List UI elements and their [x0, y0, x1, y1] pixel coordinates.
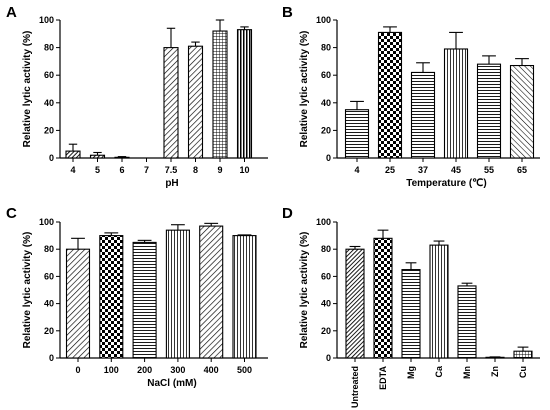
panel-d-x-tick-label: EDTA [378, 366, 388, 390]
panel-letter-b: B [282, 4, 293, 21]
panel-d-y-tick-label: 60 [321, 271, 331, 281]
panel-b-x-tick-label: 55 [484, 165, 494, 175]
panel-b-bar [410, 71, 436, 159]
panel-d-bar [373, 237, 393, 359]
panel-b-bar [509, 64, 535, 159]
panel-c-bar [232, 235, 257, 359]
panel-d-x-tick-label: Mg [406, 366, 416, 379]
panel-c-y-tick-label: 0 [49, 353, 54, 363]
panel-d-y-tick-label: 20 [321, 326, 331, 336]
panel-c-y-tick-label: 100 [39, 217, 54, 227]
panel-b-x-tick-label: 37 [418, 165, 428, 175]
panel-d-y-tick-label: 0 [326, 353, 331, 363]
panel-a-x-tick-label: 10 [239, 165, 249, 175]
panel-c-y-tick-label: 60 [44, 271, 54, 281]
panel-d-bar [457, 285, 477, 359]
panel-d-bar [429, 244, 449, 359]
panel-a-x-axis-label: pH [165, 178, 178, 189]
panel-d-x-tick-label: Mn [462, 366, 472, 379]
panel-b-y-tick-label: 80 [321, 43, 331, 53]
panel-a-y-tick-label: 0 [49, 153, 54, 163]
panel-c-nacl-chart: 0 20 40 60 80 100 Relative lytic activity (%) 0… [22, 217, 268, 389]
panel-a-x-tick-label: 9 [217, 165, 222, 175]
panel-d-bar [513, 350, 533, 359]
panel-b-y-tick-label: 0 [326, 153, 331, 163]
panel-a-y-tick-label: 40 [44, 98, 54, 108]
panel-c-bar [165, 229, 190, 359]
panel-c-x-tick-label: 500 [237, 365, 252, 375]
panel-c-y-axis-label: Relative lytic activity (%) [22, 232, 33, 349]
panel-a-x-tick-label: 7 [144, 165, 149, 175]
panel-d-x-tick-label: Cu [518, 366, 528, 378]
panel-letter-c: C [6, 205, 17, 222]
panel-b-y-axis-label: Relative lytic activity (%) [299, 31, 310, 148]
panel-c-x-axis-label: NaCl (mM) [147, 378, 196, 389]
panel-d-y-tick-label: 80 [321, 244, 331, 254]
panel-c-bar [65, 248, 91, 359]
panel-b-bar [377, 31, 403, 159]
panel-a-y-tick-label: 100 [39, 15, 54, 25]
panel-a-bar [89, 154, 106, 159]
panel-b-x-tick-label: 65 [517, 165, 527, 175]
panel-b-bar [476, 63, 502, 159]
panel-a-bar [163, 47, 179, 159]
panel-a-y-tick-label: 80 [44, 43, 54, 53]
panel-c-x-tick-label: 100 [104, 365, 119, 375]
panel-d-y-tick-label: 40 [321, 299, 331, 309]
panel-b-bar [344, 109, 370, 159]
panel-a-x-tick-label: 7.5 [165, 165, 178, 175]
panel-c-y-tick-label: 40 [44, 299, 54, 309]
panel-b-bar [443, 48, 469, 159]
panel-d-bar [345, 248, 365, 359]
panel-c-bar [199, 225, 224, 359]
panel-letter-a: A [6, 4, 17, 21]
panel-a-y-axis-label: Relative lytic activity (%) [22, 31, 33, 148]
panel-d-bar [401, 269, 421, 359]
panel-d-x-tick-label: Ca [434, 365, 444, 377]
panel-a-x-tick-label: 4 [70, 165, 75, 175]
panel-b-x-axis-label: Temperature (℃) [406, 178, 487, 189]
panel-c-x-tick-label: 400 [204, 365, 219, 375]
panel-a-bar [114, 156, 130, 159]
panel-b-y-tick-label: 40 [321, 98, 331, 108]
panel-d-x-tick-label: Untreated [350, 366, 360, 408]
panel-b-x-tick-label: 45 [451, 165, 461, 175]
panel-c-bar [99, 235, 124, 359]
panel-c-x-tick-label: 200 [137, 365, 152, 375]
panel-a-bar [187, 45, 204, 159]
panel-c-x-tick-label: 0 [75, 365, 80, 375]
panel-b-y-tick-label: 60 [321, 70, 331, 80]
panel-c-x-tick-label: 300 [170, 365, 185, 375]
panel-b-y-tick-label: 100 [316, 15, 331, 25]
panel-c-y-tick-label: 20 [44, 326, 54, 336]
panel-a-bar [236, 29, 253, 159]
panel-a-ph-chart: 0 20 40 60 80 100 Relative lytic activity (%) 4… [22, 15, 268, 189]
panel-d-y-tick-label: 100 [316, 217, 331, 227]
panel-a-x-tick-label: 5 [95, 165, 100, 175]
panel-letter-d: D [282, 205, 293, 222]
panel-a-x-tick-label: 6 [119, 165, 124, 175]
panel-b-y-tick-label: 20 [321, 125, 331, 135]
panel-c-bar [132, 241, 157, 359]
panel-a-y-tick-label: 60 [44, 70, 54, 80]
panel-b-temperature-chart: 0 20 40 60 80 100 Relative lytic activity (%) 4… [299, 15, 540, 189]
panel-a-y-tick-label: 20 [44, 125, 54, 135]
panel-a-bar [212, 30, 228, 159]
panel-b-x-tick-label: 25 [385, 165, 395, 175]
panel-d-x-tick-label: Zn [490, 366, 500, 377]
panel-a-x-tick-label: 8 [193, 165, 198, 175]
panel-d-y-axis-label: Relative lytic activity (%) [299, 232, 310, 349]
panel-c-y-tick-label: 80 [44, 244, 54, 254]
panel-a-bar [65, 150, 81, 159]
panel-d-metal-ions-chart: 0 20 40 60 80 100 Relative lytic activity (%) U… [299, 217, 540, 408]
panel-b-x-tick-label: 4 [354, 165, 359, 175]
